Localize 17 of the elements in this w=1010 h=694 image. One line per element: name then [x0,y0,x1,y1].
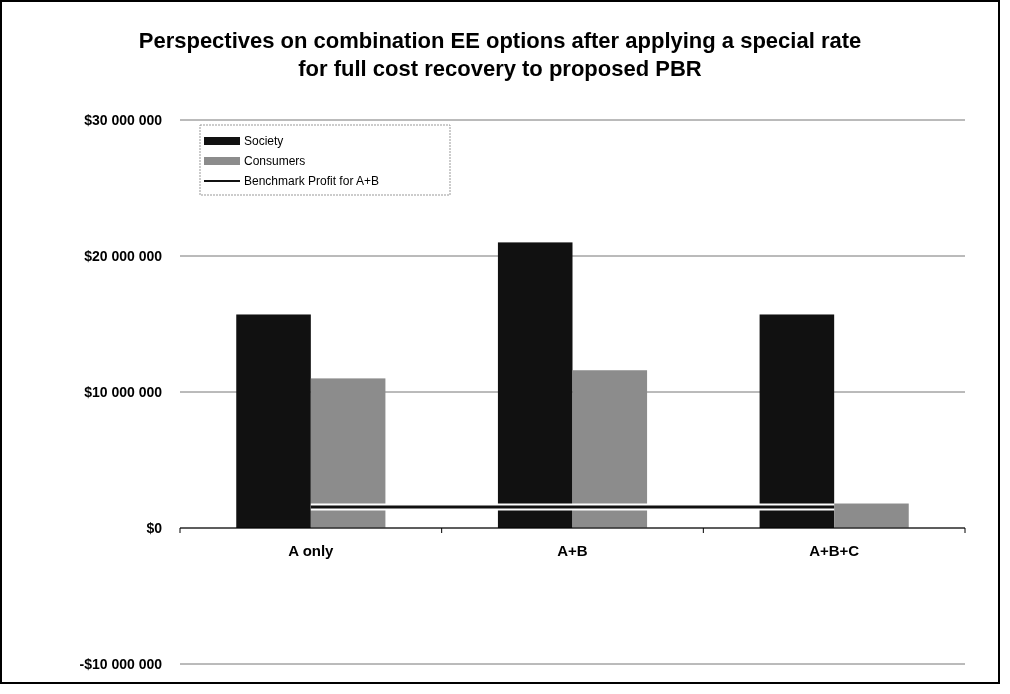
legend-label: Society [244,134,284,149]
x-tick-label: A+B+C [809,542,860,559]
x-tick-label: A only [288,542,335,559]
y-tick-label: $0 [146,519,163,536]
bar [759,314,835,528]
x-tick-label: A+B [557,542,588,559]
y-tick-label: $30 000 000 [84,111,163,128]
bar [834,503,909,528]
y-tick-label: $10 000 000 [84,383,163,400]
bar [310,378,386,528]
bar [497,242,573,528]
y-tick-label: $20 000 000 [84,247,163,264]
bar [572,370,648,528]
y-tick-label: -$10 000 000 [79,655,163,672]
chart-title: Perspectives on combination EE options after applying a special rate for full cost recovery to proposed PBR [138,28,862,81]
legend-label: Benchmark Profit for A+B [244,174,380,189]
legend-label: Consumers [244,154,306,169]
